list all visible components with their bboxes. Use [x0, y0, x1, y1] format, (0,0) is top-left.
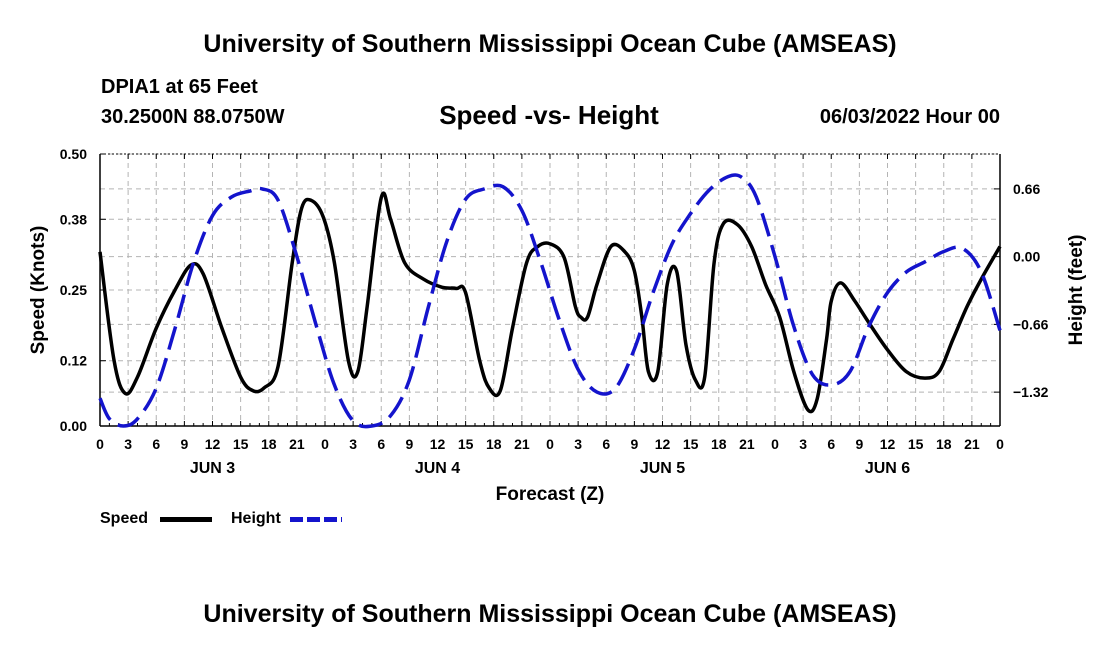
x-tick-label: 3	[124, 436, 132, 452]
y-left-tick-label: 0.50	[60, 146, 87, 162]
x-tick-label: 0	[96, 436, 104, 452]
x-tick-label: 6	[152, 436, 160, 452]
x-tick-label: 9	[855, 436, 863, 452]
y-left-axis-title: Speed (Knots)	[28, 226, 49, 355]
y-right-axis-title: Height (feet)	[1066, 235, 1087, 346]
x-tick-label: 18	[486, 436, 502, 452]
series-line-speed	[98, 191, 1002, 414]
series-layer	[98, 173, 1002, 429]
x-tick-label: 0	[546, 436, 554, 452]
x-tick-label: 12	[430, 436, 446, 452]
day-label: JUN 6	[865, 460, 910, 477]
legend-speed-label: Speed	[100, 510, 149, 527]
x-tick-label: 18	[711, 436, 727, 452]
x-tick-label: 9	[630, 436, 638, 452]
datetime-label: 06/03/2022 Hour 00	[819, 106, 1000, 128]
coordinates-label: 30.2500N 88.0750W	[101, 106, 285, 128]
x-tick-label: 6	[827, 436, 835, 452]
x-tick-label: 21	[739, 436, 755, 452]
chart-title: Speed -vs- Height	[439, 100, 659, 130]
y-left-tick-label: 0.38	[60, 211, 87, 227]
series-line-height	[98, 173, 1002, 429]
x-tick-label: 18	[261, 436, 277, 452]
x-tick-label: 15	[233, 436, 249, 452]
y-left-tick-label: 0.12	[60, 353, 87, 369]
legend-height-swatch	[290, 517, 342, 522]
legend-speed-swatch	[160, 517, 212, 522]
x-axis-title: Forecast (Z)	[496, 484, 605, 505]
day-label: JUN 3	[190, 460, 235, 477]
x-tick-label: 3	[574, 436, 582, 452]
x-tick-label: 15	[908, 436, 924, 452]
x-tick-label: 18	[936, 436, 952, 452]
station-label: DPIA1 at 65 Feet	[101, 76, 258, 98]
x-tick-label: 0	[771, 436, 779, 452]
day-label: JUN 4	[415, 460, 460, 477]
page-title-bottom: University of Southern Mississippi Ocean…	[203, 600, 897, 628]
x-tick-label: 21	[289, 436, 305, 452]
y-right-tick-label: 0.00	[1013, 249, 1040, 265]
legend-height-label: Height	[231, 510, 281, 527]
y-right-tick-label: 0.66	[1013, 181, 1040, 197]
x-tick-label: 9	[180, 436, 188, 452]
x-tick-label: 12	[655, 436, 671, 452]
x-tick-label: 0	[996, 436, 1004, 452]
y-left-tick-label: 0.25	[60, 282, 87, 298]
axes-layer	[99, 153, 1001, 427]
x-tick-label: 21	[964, 436, 980, 452]
x-tick-label: 12	[205, 436, 221, 452]
x-tick-label: 6	[377, 436, 385, 452]
day-label: JUN 5	[640, 460, 685, 477]
y-right-tick-label: −0.66	[1013, 316, 1049, 332]
x-tick-label: 12	[880, 436, 896, 452]
labels-layer: 0 3 6 9 12 15 18 21 0 3 6 9 12 15 18 21 0 3 6 9 12 15 18 21 0 3 6 9…	[28, 146, 1087, 505]
x-tick-label: 0	[321, 436, 329, 452]
y-left-tick-label: 0.00	[60, 418, 87, 434]
x-tick-label: 3	[349, 436, 357, 452]
x-tick-label: 9	[405, 436, 413, 452]
x-tick-label: 3	[799, 436, 807, 452]
page-title-top: University of Southern Mississippi Ocean…	[203, 30, 897, 58]
x-tick-label: 15	[458, 436, 474, 452]
x-tick-label: 21	[514, 436, 530, 452]
y-right-tick-label: −1.32	[1013, 384, 1049, 400]
x-tick-label: 15	[683, 436, 699, 452]
x-tick-label: 6	[602, 436, 610, 452]
